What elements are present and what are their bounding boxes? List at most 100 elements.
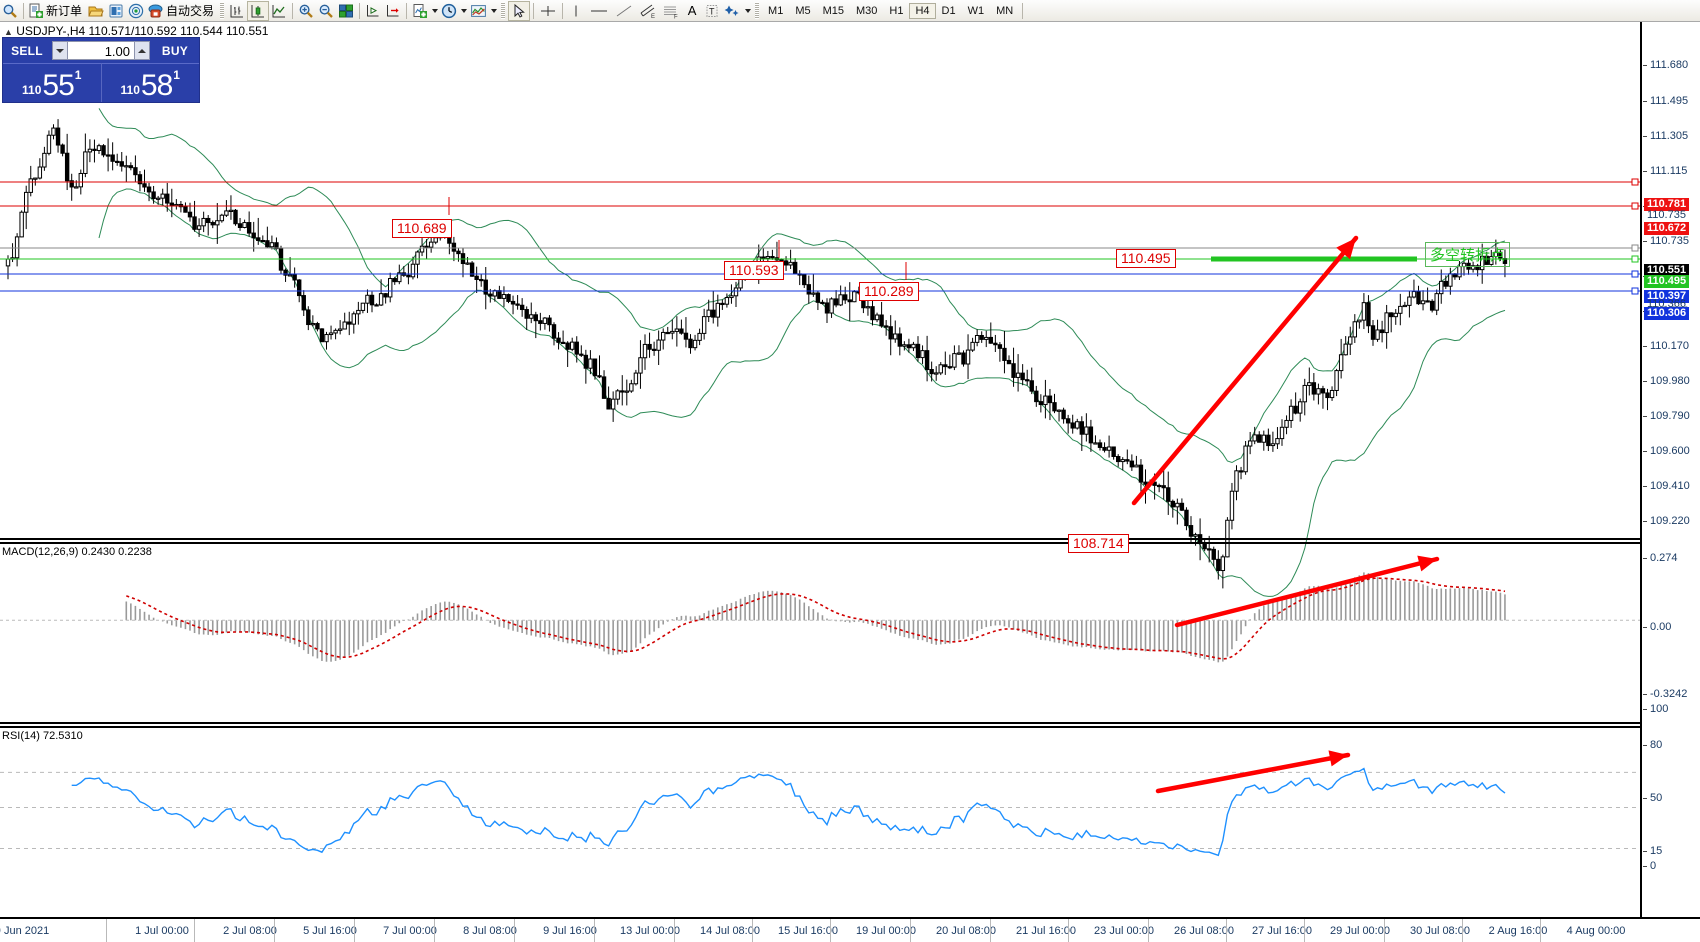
sell-price-fraction: 1 (74, 68, 82, 82)
time-axis[interactable]: 9 Jun 2021 1 Jul 00:00 2 Jul 08:00 5 Jul 16… (0, 917, 1700, 942)
price-tag[interactable]: 110.551 (1644, 264, 1690, 277)
price-tick: 110.170 (1643, 341, 1689, 352)
timeframe-w1[interactable]: W1 (967, 4, 985, 17)
sell-price-prefix: 110 (22, 83, 42, 97)
autotrading-label: 自动交易 (166, 4, 215, 18)
time-tick-separator (1148, 919, 1149, 942)
price-tag[interactable]: 110.306 (1644, 307, 1690, 320)
equidistant-channel-icon[interactable]: E (636, 1, 660, 21)
horizontal-line-icon[interactable] (586, 1, 612, 21)
new-chart-dropdown-icon[interactable] (430, 2, 439, 20)
timeframe-h1[interactable]: H1 (889, 4, 904, 17)
trendline-icon[interactable] (612, 1, 636, 21)
buy-price-quote[interactable]: 110 58 1 (100, 63, 199, 102)
objects-icon[interactable] (722, 1, 743, 21)
zoom-out-icon[interactable] (316, 1, 336, 21)
price-level-label[interactable]: 110.495 (1116, 249, 1176, 268)
line-chart-icon[interactable] (269, 1, 289, 21)
new-chart-icon[interactable] (410, 1, 430, 21)
volume-input[interactable]: 1.00 (68, 41, 134, 60)
indicators-dropdown-icon[interactable] (489, 2, 498, 20)
period-dropdown-icon[interactable] (459, 2, 468, 20)
toolbar-grip[interactable] (220, 2, 225, 19)
price-tag[interactable]: 110.397 (1644, 290, 1690, 303)
rsi-tick: 0 (1643, 861, 1656, 872)
autotrading-button[interactable]: 自动交易 (146, 1, 217, 21)
objects-dropdown-icon[interactable] (743, 2, 752, 20)
bar-chart-icon[interactable] (227, 1, 247, 21)
price-tag[interactable]: 110.366 (1647, 298, 1686, 310)
time-tick: 2 Aug 16:00 (1488, 925, 1548, 937)
macd-tick: 0.274 (1643, 553, 1678, 564)
timeframe-m1[interactable]: M1 (768, 4, 784, 17)
toolbar-grip-2[interactable] (501, 2, 506, 19)
auto-scroll-icon[interactable] (383, 1, 403, 21)
volume-decrease-button[interactable] (52, 41, 68, 60)
rsi-indicator-label[interactable]: RSI(14) 72.5310 (2, 730, 83, 742)
text-icon[interactable]: A (687, 3, 697, 18)
price-level-label[interactable]: 110.689 (392, 219, 452, 238)
sell-price-quote[interactable]: 110 55 1 (3, 63, 101, 102)
price-tag[interactable]: 110.672 (1644, 222, 1690, 235)
price-axis[interactable]: 111.680111.495111.305111.115110.925110.7… (1640, 22, 1700, 917)
toolbar-divider-5 (533, 2, 535, 19)
candlestick-chart-icon[interactable] (247, 0, 270, 21)
toolbar-divider-4 (406, 2, 408, 19)
toolbar-divider (23, 2, 24, 19)
find-icon[interactable] (0, 1, 20, 21)
time-tick: 7 Jul 00:00 (383, 925, 437, 937)
indicators-icon[interactable] (468, 1, 489, 21)
time-tick-separator (194, 919, 195, 942)
time-tick: 30 Jul 08:00 (1410, 925, 1470, 937)
crosshair-icon[interactable] (537, 1, 559, 21)
price-level-label[interactable]: 110.593 (724, 261, 784, 280)
toolbar-grip-3[interactable] (755, 2, 760, 19)
new-order-button[interactable]: 新订单 (27, 1, 85, 21)
rsi-pane-graphics (0, 750, 1640, 857)
toolbar-divider-7 (1022, 2, 1024, 19)
pane-separator-1b (0, 542, 1700, 544)
timeframe-h4[interactable]: H4 (909, 2, 936, 19)
time-tick: 21 Jul 16:00 (1016, 925, 1076, 937)
trend-annotation-label[interactable]: 多空转折点 (1425, 242, 1511, 267)
time-tick-separator (990, 919, 991, 942)
time-tick: 19 Jul 00:00 (856, 925, 916, 937)
svg-text:F: F (674, 14, 678, 19)
cursor-icon[interactable] (508, 0, 531, 21)
rsi-tick: 100 (1643, 704, 1668, 715)
zoom-in-icon[interactable] (296, 1, 316, 21)
fibonacci-icon[interactable]: F (660, 1, 682, 21)
timeframe-mn[interactable]: MN (996, 4, 1014, 17)
macd-indicator-label[interactable]: MACD(12,26,9) 0.2430 0.2238 (2, 546, 152, 558)
tile-windows-icon[interactable] (336, 1, 356, 21)
chart-canvas[interactable]: ▲ USDJPY-,H4 110.571/110.592 110.544 110… (0, 22, 1700, 917)
price-tick: 109.220 (1643, 516, 1690, 527)
timeframe-d1[interactable]: D1 (941, 4, 956, 17)
pane-separator-1 (0, 538, 1700, 540)
vertical-line-icon[interactable] (566, 1, 586, 21)
timeframe-m15[interactable]: M15 (822, 4, 844, 17)
one-click-trading-panel[interactable]: SELL 1.00 BUY 110 55 1 110 58 (2, 37, 200, 103)
price-level-label[interactable]: 108.714 (1068, 534, 1129, 553)
chart-shift-icon[interactable] (363, 1, 383, 21)
price-tick: 111.305 (1643, 131, 1688, 142)
timeframe-m30[interactable]: M30 (856, 4, 878, 17)
text-label-icon[interactable]: T (702, 1, 722, 21)
buy-button[interactable]: BUY (161, 43, 189, 58)
sell-button[interactable]: SELL (11, 43, 43, 58)
terminal-icon[interactable] (106, 1, 126, 21)
price-tag[interactable]: 110.781 (1644, 198, 1690, 211)
price-level-label[interactable]: 110.289 (859, 282, 919, 301)
price-tag[interactable]: 110.735 (1647, 209, 1686, 221)
time-tick: 8 Jul 08:00 (463, 925, 517, 937)
price-tick: 110.735 (1643, 236, 1689, 247)
radar-icon[interactable] (126, 1, 146, 21)
buy-price-fraction: 1 (173, 68, 180, 82)
period-icon[interactable] (439, 1, 459, 21)
folder-icon[interactable] (85, 1, 106, 21)
price-tick: 111.115 (1643, 166, 1687, 177)
price-tag[interactable]: 110.495 (1644, 275, 1690, 288)
volume-increase-button[interactable] (134, 41, 150, 60)
timeframe-m5[interactable]: M5 (795, 4, 811, 17)
symbol-ohlc-text: USDJPY-,H4 110.571/110.592 110.544 110.5… (16, 24, 269, 38)
